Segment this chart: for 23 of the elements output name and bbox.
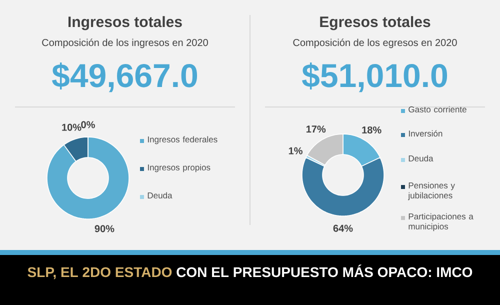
data-label: 64% <box>333 224 353 232</box>
legend-label: Participaciones a municipios <box>408 213 474 232</box>
text: CON EL PRESUPUESTO MÁS OPACO: IMCO <box>176 264 472 278</box>
text: SLP, EL 2DO ESTADO <box>28 267 172 280</box>
data-label: 1% <box>288 147 302 154</box>
legend-label: Pensiones y jubilaciones <box>408 182 455 200</box>
text: 0% <box>81 121 95 128</box>
chart-subtitle: Composición de los ingresos en 2020 <box>42 38 208 48</box>
data-label: 10% <box>62 124 82 131</box>
text: $49,667.0 <box>52 62 198 92</box>
legend-label: Inversión <box>408 130 442 137</box>
text: $51,010.0 <box>302 62 448 92</box>
data-label: 90% <box>94 225 114 232</box>
data-label: 17% <box>306 126 326 133</box>
legend-label: Deuda <box>148 192 172 198</box>
data-label: 18% <box>362 126 382 134</box>
legend-label: Gasto corriente <box>408 106 466 112</box>
legend-label: Ingresos federales <box>148 136 218 144</box>
chart-title: Egresos totales <box>320 16 430 30</box>
chart-title: Ingresos totales <box>68 16 182 30</box>
legend-label: Ingresos propios <box>148 164 210 172</box>
legend-label: Deuda <box>408 155 434 162</box>
chart-subtitle: Composición de los egresos en 2020 <box>293 38 457 48</box>
